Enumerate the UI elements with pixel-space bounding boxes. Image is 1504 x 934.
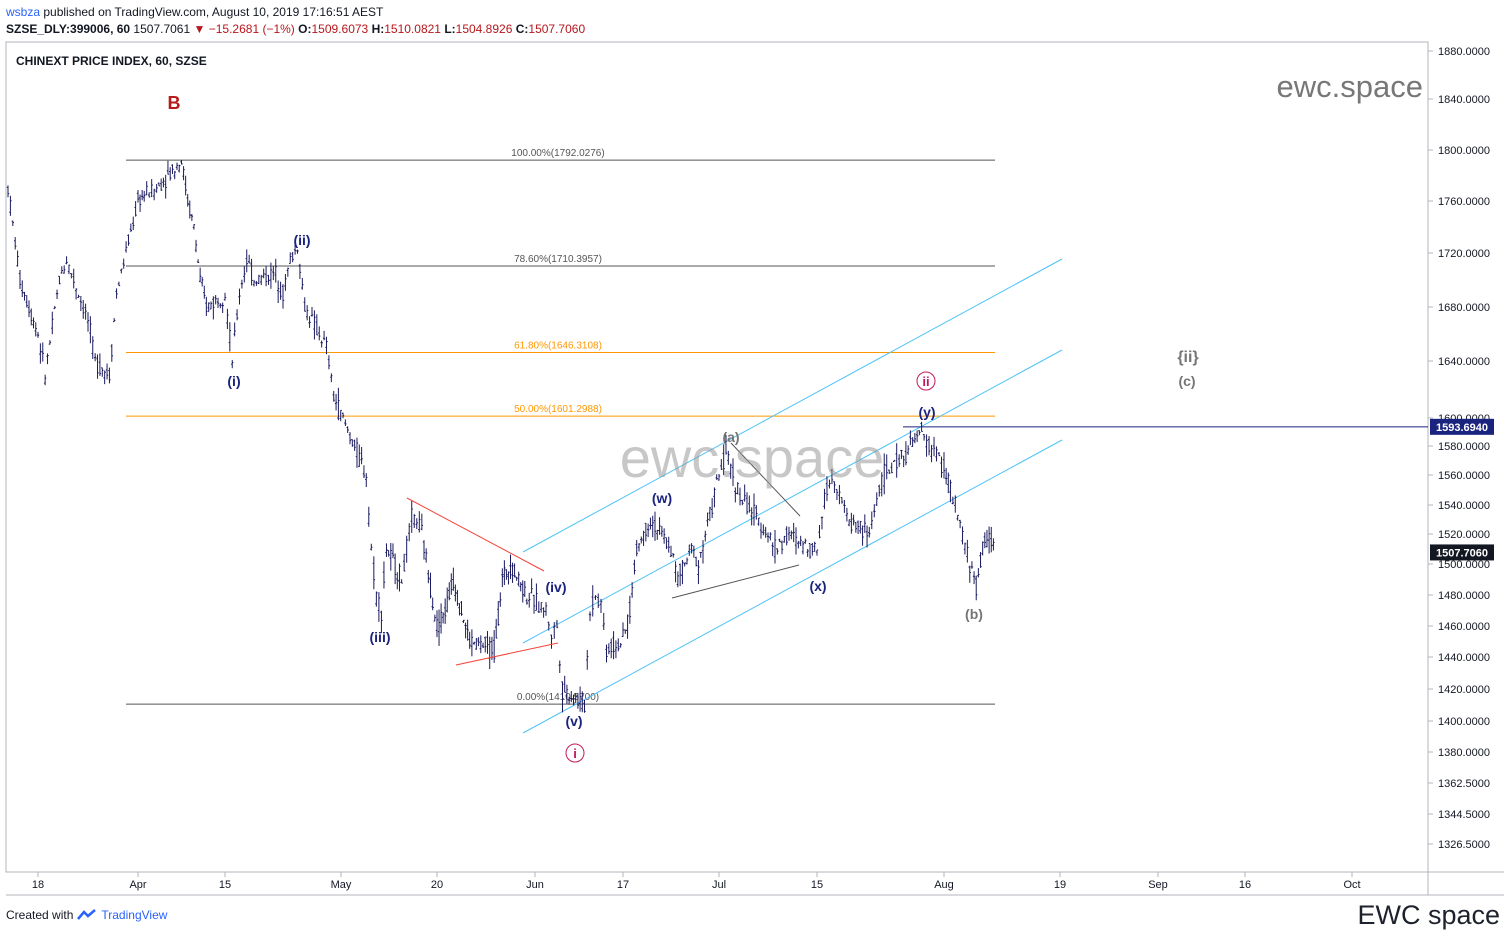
y-tick-label: 1326.5000 [1438, 839, 1490, 851]
created-with-label: Created with [6, 908, 74, 922]
close-label: C: [515, 22, 529, 36]
tradingview-logo-icon [77, 909, 97, 920]
y-tick-label: 1640.0000 [1438, 356, 1490, 368]
y-tick-label: 1460.0000 [1438, 621, 1490, 633]
fib-level-label: 61.80%(1646.3108) [514, 340, 602, 351]
wave-label: ii [922, 374, 929, 389]
wave-label: (iv) [546, 579, 567, 595]
chart-title: CHINEXT PRICE INDEX, 60, SZSE [16, 54, 207, 68]
publish-line: wsbza published on TradingView.com, Augu… [6, 5, 383, 19]
x-tick-label: Apr [129, 879, 146, 891]
y-tick-label: 1420.0000 [1438, 684, 1490, 696]
x-tick-label: Jun [526, 879, 544, 891]
x-tick-label: Sep [1148, 879, 1168, 891]
x-tick-label: 19 [1054, 879, 1066, 891]
high-value: 1510.0821 [384, 22, 441, 36]
y-tick-label: 1800.0000 [1438, 145, 1490, 157]
fib-level-label: 100.00%(1792.0276) [511, 148, 604, 159]
x-tick-label: May [331, 879, 352, 891]
low-value: 1504.8926 [455, 22, 513, 36]
y-tick-label: 1580.0000 [1438, 441, 1490, 453]
x-tick-label: 16 [1239, 879, 1251, 891]
footer: Created with TradingView [6, 908, 167, 922]
x-tick-label: 15 [811, 879, 823, 891]
price-change: −15.2681 (−1%) [208, 22, 295, 36]
wave-label: (b) [965, 606, 983, 622]
publisher-link[interactable]: wsbza [6, 5, 41, 19]
channel-line [522, 258, 1063, 553]
y-tick-label: 1400.0000 [1438, 716, 1490, 728]
x-tick-label: 17 [617, 879, 629, 891]
wave-label: i [573, 746, 577, 761]
x-tick-label: Jul [712, 879, 726, 891]
open-label: O: [298, 22, 312, 36]
y-tick-label: 1480.0000 [1438, 590, 1490, 602]
x-wave-upper-line [730, 442, 801, 517]
y-tick-label: 1840.0000 [1438, 94, 1490, 106]
x-tick-label: 15 [219, 879, 231, 891]
y-tick-label: 1680.0000 [1438, 302, 1490, 314]
wave-label: (iii) [370, 629, 391, 645]
down-arrow-icon: ▼ [193, 22, 206, 36]
y-tick-label: 1880.0000 [1438, 46, 1490, 58]
triangle-upper-line [406, 497, 545, 572]
price-tag-label: 1593.6940 [1436, 422, 1488, 434]
wave-circle-icon [916, 371, 936, 391]
fib-level-label: 78.60%(1710.3957) [514, 254, 602, 265]
wave-label: (x) [809, 578, 826, 594]
high-label: H: [371, 22, 385, 36]
y-tick-label: 1362.5000 [1438, 778, 1490, 790]
y-tick-label: 1720.0000 [1438, 248, 1490, 260]
y-tick-label: 1380.0000 [1438, 747, 1490, 759]
price-tag-label: 1507.7060 [1436, 547, 1488, 559]
symbol-label: SZSE_DLY:399006, 60 [6, 22, 131, 36]
x-wave-lower-line [671, 564, 800, 599]
y-tick-label: 1540.0000 [1438, 500, 1490, 512]
y-tick-label: 1500.0000 [1438, 559, 1490, 571]
close-value: 1507.7060 [528, 22, 586, 36]
wave-label: (ii) [293, 232, 310, 248]
y-tick-label: 1344.5000 [1438, 809, 1490, 821]
ewc-top-watermark: ewc.space [1277, 69, 1423, 104]
y-tick-label: 1760.0000 [1438, 196, 1490, 208]
ewc-center-watermark: ewc.space [620, 426, 885, 489]
x-tick-label: Aug [934, 879, 954, 891]
wave-circle-icon [565, 743, 585, 763]
y-tick-label: 1560.0000 [1438, 470, 1490, 482]
y-tick-label: 1520.0000 [1438, 529, 1490, 541]
wave-label: B [168, 93, 181, 113]
open-value: 1509.6073 [311, 22, 369, 36]
x-tick-label: Oct [1343, 879, 1360, 891]
channel-line [522, 349, 1063, 644]
low-label: L: [444, 22, 456, 36]
last-price: 1507.7061 [133, 22, 191, 36]
published-text: published on TradingView.com, August 10,… [43, 5, 384, 19]
price-tag [1430, 418, 1494, 435]
ewc-bottom-watermark: EWC space [1357, 900, 1500, 930]
wave-label: (w) [652, 490, 672, 506]
y-tick-label: 1440.0000 [1438, 652, 1490, 664]
ohlc-line: SZSE_DLY:399006, 60 1507.7061 ▼ −15.2681… [6, 22, 585, 36]
price-tag [1430, 544, 1494, 561]
wave-label: (c) [1178, 373, 1195, 389]
wave-label: {ii} [1177, 349, 1198, 366]
fib-level-label: 50.00%(1601.2988) [514, 404, 602, 415]
tradingview-brand-link[interactable]: TradingView [101, 908, 168, 922]
wave-label: (v) [565, 713, 582, 729]
wave-label: (a) [722, 429, 739, 445]
wave-label: (y) [918, 404, 935, 420]
channel-line [522, 439, 1063, 734]
triangle-lower-line [455, 642, 559, 666]
wave-label: (i) [227, 373, 240, 389]
x-tick-label: 20 [431, 879, 443, 891]
fib-level-label: 0.00%(1410.5700) [517, 692, 599, 703]
plot-area[interactable] [5, 41, 1429, 873]
x-tick-label: 18 [32, 879, 44, 891]
